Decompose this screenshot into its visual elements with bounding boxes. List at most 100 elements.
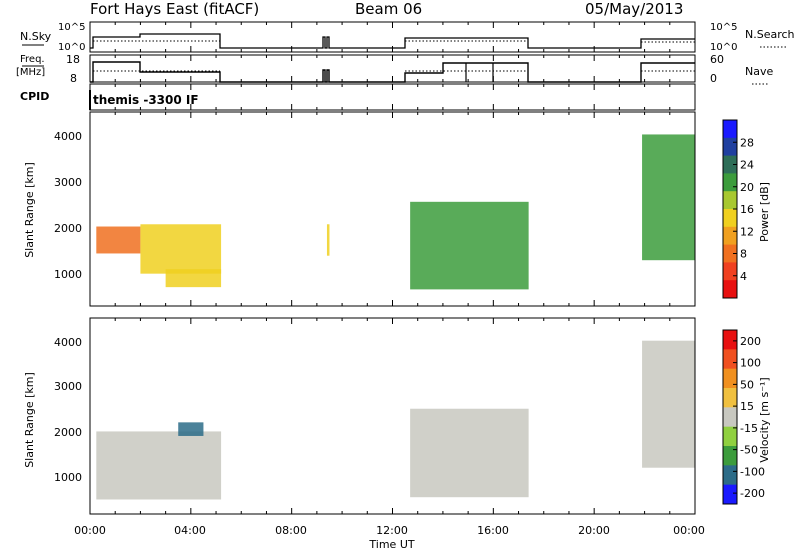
colorbar-segment [723, 465, 737, 486]
colorbar-segment [723, 191, 737, 210]
noise-left-tick-top: 10^5 [58, 22, 85, 33]
velocity-echoes [96, 340, 695, 500]
colorbar-segment [723, 426, 737, 447]
noise-left-tick-bottom: 10^0 [58, 42, 85, 53]
colorbar-tick-label: 24 [740, 159, 754, 172]
echo-region [410, 408, 529, 498]
colorbar-tick-label: 200 [740, 335, 761, 348]
colorbar-tick-label: 12 [740, 225, 754, 238]
power-y-axis: 4000 3000 2000 1000 [54, 130, 82, 281]
noise-search-trace [93, 40, 695, 43]
cpid-label: CPID [20, 90, 49, 103]
power-panel: 4000 3000 2000 1000 Slant Range [km] 282… [23, 111, 771, 307]
cpid-program: themis -3300 IF [93, 93, 199, 107]
velocity-y-axis: 4000 3000 2000 1000 [54, 336, 82, 484]
noise-left-label: N.Sky [20, 30, 52, 43]
colorbar-tick-label: 100 [740, 357, 761, 370]
power-echoes [96, 134, 695, 290]
echo-region [96, 431, 222, 500]
frequency-label-2: [MHz] [16, 67, 45, 78]
echo-region [96, 226, 141, 254]
echo-region [410, 201, 529, 290]
colorbar-tick-label: 28 [740, 136, 754, 149]
station-title: Fort Hays East (fitACF) [90, 0, 259, 18]
colorbar-tick-label: 16 [740, 203, 754, 216]
echo-region [165, 269, 222, 288]
frequency-tick-bottom: 8 [70, 72, 77, 85]
power-ytick: 4000 [54, 130, 82, 143]
velocity-colorbar: 200 100 50 15 -15 -50 -100 -200 [722, 329, 765, 505]
nave-tick-bottom: 0 [710, 72, 717, 85]
colorbar-segment [723, 407, 737, 428]
colorbar-tick-label: -15 [740, 422, 758, 435]
echo-region [642, 134, 695, 261]
colorbar-tick-label: 15 [740, 400, 754, 413]
colorbar-segment [723, 368, 737, 389]
echo-region [140, 224, 222, 274]
colorbar-frame [722, 329, 738, 505]
x-tick: 00:00 [74, 524, 106, 537]
nave-label: Nave [745, 65, 773, 78]
colorbar-segment [723, 349, 737, 370]
colorbar-segment [723, 280, 737, 299]
frequency-label-1: Freq. [20, 54, 45, 65]
frequency-panel: Freq. [MHz] 18 8 60 0 Nave [16, 53, 773, 85]
colorbar-tick-label: -200 [740, 487, 765, 500]
colorbar-segment [723, 137, 737, 157]
x-tick: 08:00 [275, 524, 307, 537]
colorbar-segment [723, 446, 737, 466]
x-tick: 20:00 [578, 524, 610, 537]
noise-right-tick-top: 10^5 [710, 22, 737, 33]
colorbar-segment [723, 209, 737, 228]
noise-panel: N.Sky 10^5 10^0 10^5 10^0 N.Search [20, 21, 795, 53]
power-ytick: 3000 [54, 176, 82, 189]
x-tick: 16:00 [477, 524, 509, 537]
x-tick: 04:00 [174, 524, 206, 537]
velocity-ylabel: Slant Range [km] [23, 372, 36, 468]
echo-region [326, 224, 330, 256]
frequency-gap-marks [465, 63, 494, 82]
power-colorbar-label: Power [dB] [758, 182, 771, 242]
colorbar-segment [723, 262, 737, 281]
colorbar-tick-label: 4 [740, 270, 747, 283]
velocity-colorbar-label: Velocity [m s⁻¹] [758, 377, 771, 462]
colorbar-segment [723, 388, 737, 408]
nave-tick-top: 60 [710, 53, 724, 66]
colorbar-segment [723, 244, 737, 263]
date-title: 05/May/2013 [585, 0, 683, 18]
echo-region [178, 422, 204, 436]
power-ytick: 2000 [54, 222, 82, 235]
velocity-ytick: 3000 [54, 380, 82, 393]
velocity-ytick: 1000 [54, 471, 82, 484]
velocity-ytick: 4000 [54, 336, 82, 349]
beam-title: Beam 06 [355, 0, 422, 18]
power-ylabel: Slant Range [km] [23, 162, 36, 258]
colorbar-segment [723, 120, 737, 139]
colorbar-tick-label: -50 [740, 444, 758, 457]
x-tick: 12:00 [376, 524, 408, 537]
x-axis: 00:00 04:00 08:00 12:00 16:00 20:00 00:0… [74, 524, 705, 551]
colorbar-segment [723, 484, 737, 505]
frequency-tick-top: 18 [66, 53, 80, 66]
colorbar-segment [723, 155, 737, 174]
tick-marks [89, 22, 696, 514]
x-tick: 00:00 [673, 524, 705, 537]
noise-sky-trace [90, 33, 695, 49]
colorbar-segment [723, 330, 737, 350]
colorbar-segment [723, 226, 737, 246]
echo-region [642, 340, 695, 468]
colorbar-tick-label: 8 [740, 248, 747, 261]
noise-right-tick-bottom: 10^0 [710, 42, 737, 53]
colorbar-tick-label: -100 [740, 465, 765, 478]
x-axis-label: Time UT [368, 538, 414, 551]
power-colorbar: 28 24 20 16 12 8 4 [722, 119, 754, 299]
colorbar-segment [723, 173, 737, 192]
noise-right-label: N.Search [745, 28, 795, 41]
power-ytick: 1000 [54, 268, 82, 281]
colorbar-tick-label: 20 [740, 181, 754, 194]
velocity-panel: 4000 3000 2000 1000 Slant Range [km] 200… [23, 317, 771, 515]
velocity-ytick: 2000 [54, 426, 82, 439]
colorbar-tick-label: 50 [740, 378, 754, 391]
frequency-trace [90, 61, 695, 83]
